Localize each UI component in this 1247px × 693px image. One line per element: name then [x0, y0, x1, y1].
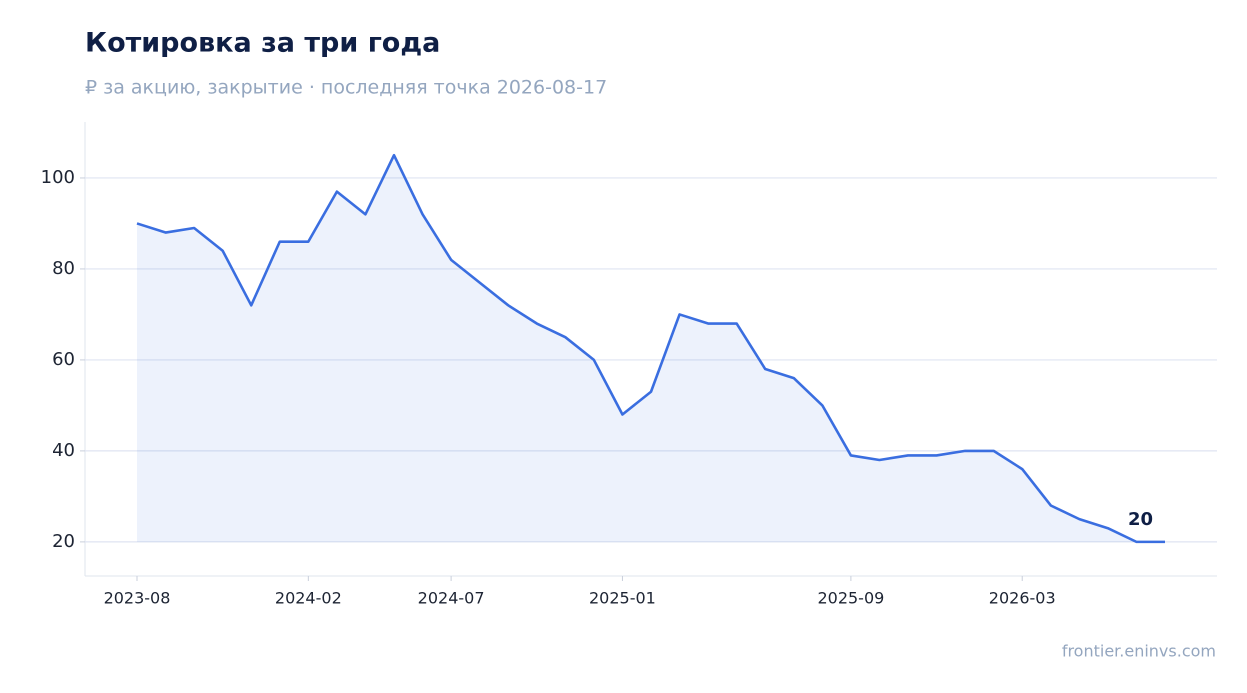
- x-tick-label: 2024-07: [418, 589, 485, 608]
- area: [137, 155, 1165, 542]
- x-tick-label: 2026-03: [989, 589, 1056, 608]
- line: [136, 153, 1165, 544]
- chart-title: Котировка за три года: [85, 28, 440, 59]
- y-tick-label: 100: [41, 167, 75, 188]
- x-tick-label: 2025-09: [817, 589, 884, 608]
- y-tick-label: 40: [52, 440, 75, 461]
- source: frontier.eninvs.com: [1062, 642, 1216, 661]
- x-tick-label: 2023-08: [104, 589, 171, 608]
- chart-subtitle: ₽ за акцию, закрытие · последняя точка 2…: [85, 77, 607, 99]
- last-value-label: 20: [1128, 509, 1153, 530]
- x-tick-label: 2024-02: [275, 589, 342, 608]
- y-tick-label: 20: [52, 531, 75, 552]
- x-tick-label: 2025-01: [589, 589, 656, 608]
- y-tick-label: 80: [52, 258, 75, 279]
- y-tick-label: 60: [52, 349, 75, 370]
